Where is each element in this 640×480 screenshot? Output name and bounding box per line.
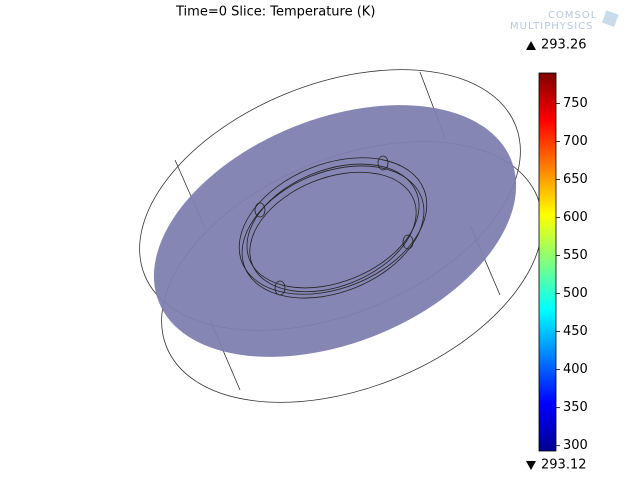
geometry [139,69,543,403]
logo-line: MULTIPHYSICS [510,21,593,32]
pin [377,155,389,171]
pin [274,280,286,296]
min-label: 293.12 [541,458,587,473]
ring [241,165,425,299]
max-label: 293.26 [541,38,587,53]
plot-title: Time=0 Slice: Temperature (K) [175,5,375,20]
pin [402,234,414,250]
tick-label: 700 [563,134,588,149]
tick-label: 650 [563,172,588,187]
logo-line: COMSOL [548,10,597,21]
tick-label: 400 [563,362,588,377]
tick-label: 750 [563,96,588,111]
tick-label: 300 [563,438,588,453]
colorbar [538,72,557,452]
slice [153,105,517,357]
tick-label: 350 [563,400,588,415]
tick-label: 600 [563,210,588,225]
pin [254,202,266,218]
ring [238,157,428,295]
logo-cube [601,10,619,27]
ring [246,163,420,289]
min-marker [526,461,536,470]
tick-label: 450 [563,324,588,339]
tick-label: 500 [563,286,588,301]
tick-label: 550 [563,248,588,263]
max-marker [526,41,536,50]
ring [249,171,417,293]
